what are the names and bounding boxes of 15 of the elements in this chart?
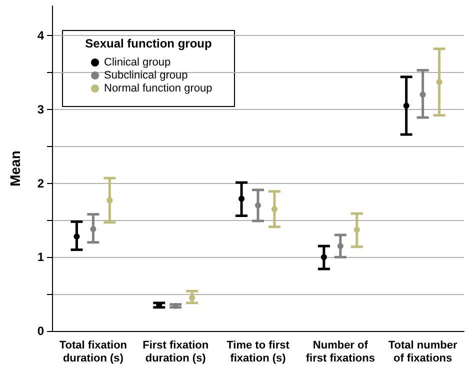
y-tick-label: 1 xyxy=(37,250,44,264)
legend-label: Normal function group xyxy=(104,82,212,94)
x-tick-label: Total fixation duration (s) xyxy=(59,340,128,364)
x-tick-label: First fixation duration (s) xyxy=(142,340,209,364)
x-tick-label: Time to first fixation (s) xyxy=(226,340,290,364)
y-tick-label: 2 xyxy=(37,176,44,190)
x-tick-label: Total number of fixations xyxy=(388,340,458,364)
y-tick-label: 4 xyxy=(37,28,44,43)
y-tick-label: 0 xyxy=(37,324,44,338)
legend-label: Subclinical group xyxy=(104,70,188,82)
x-tick-label: Number of first fixations xyxy=(306,340,375,364)
legend-label: Clinical group xyxy=(104,56,171,68)
y-axis-title: Mean xyxy=(7,150,23,186)
legend-title: Sexual function group xyxy=(85,36,212,50)
y-tick-label: 3 xyxy=(37,102,44,116)
